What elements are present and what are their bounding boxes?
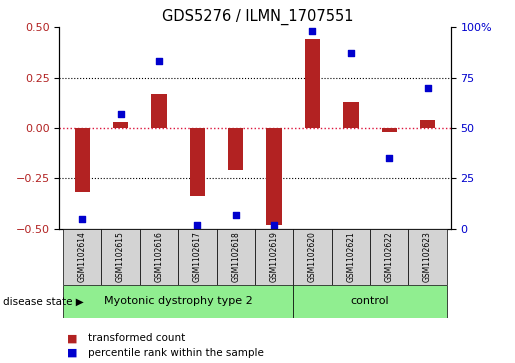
Bar — [101, 229, 140, 285]
Text: GSM1102619: GSM1102619 — [270, 231, 279, 282]
Text: GSM1102618: GSM1102618 — [231, 232, 240, 282]
Text: GSM1102616: GSM1102616 — [154, 231, 163, 282]
Bar — [190, 128, 205, 196]
Bar — [305, 39, 320, 128]
Point — [232, 212, 240, 217]
Bar — [151, 94, 167, 128]
Point — [385, 155, 393, 161]
Point — [270, 222, 278, 228]
Bar — [63, 229, 101, 285]
Text: disease state ▶: disease state ▶ — [3, 297, 83, 307]
Text: GSM1102615: GSM1102615 — [116, 231, 125, 282]
Point — [308, 28, 317, 34]
Bar — [370, 229, 408, 285]
Text: GSM1102622: GSM1102622 — [385, 232, 394, 282]
Point — [116, 111, 125, 117]
Text: transformed count: transformed count — [88, 333, 185, 343]
Bar — [113, 122, 128, 128]
Text: GSM1102617: GSM1102617 — [193, 231, 202, 282]
Bar — [75, 128, 90, 192]
Text: GDS5276 / ILMN_1707551: GDS5276 / ILMN_1707551 — [162, 9, 353, 25]
Bar — [408, 229, 447, 285]
Text: GSM1102614: GSM1102614 — [78, 231, 87, 282]
Bar — [216, 229, 255, 285]
Text: Myotonic dystrophy type 2: Myotonic dystrophy type 2 — [104, 296, 252, 306]
Bar — [343, 102, 358, 128]
Bar — [255, 229, 294, 285]
Text: percentile rank within the sample: percentile rank within the sample — [88, 348, 264, 358]
Bar — [420, 120, 435, 128]
Text: control: control — [351, 296, 389, 306]
Point — [347, 50, 355, 56]
Text: GSM1102621: GSM1102621 — [347, 232, 355, 282]
Bar — [63, 285, 294, 318]
Bar — [228, 128, 244, 170]
Text: GSM1102623: GSM1102623 — [423, 231, 432, 282]
Bar — [140, 229, 178, 285]
Text: GSM1102620: GSM1102620 — [308, 231, 317, 282]
Bar — [178, 229, 216, 285]
Point — [423, 85, 432, 90]
Point — [193, 222, 201, 228]
Bar — [266, 128, 282, 225]
Point — [78, 216, 87, 221]
Bar — [332, 229, 370, 285]
Bar — [294, 285, 447, 318]
Bar — [294, 229, 332, 285]
Bar — [382, 128, 397, 132]
Point — [155, 58, 163, 64]
Text: ■: ■ — [67, 348, 77, 358]
Text: ■: ■ — [67, 333, 77, 343]
